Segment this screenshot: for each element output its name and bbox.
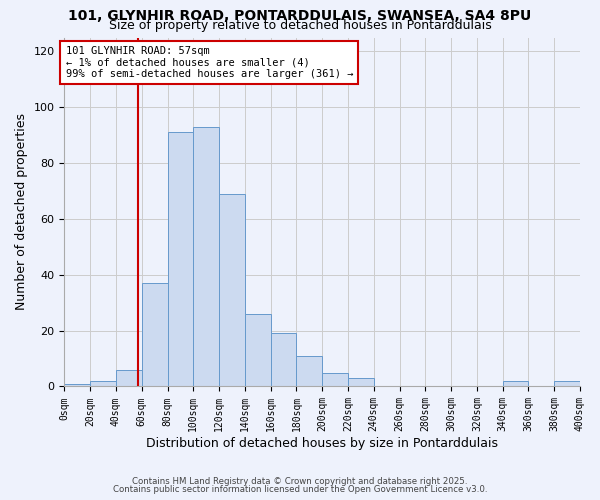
Text: 101, GLYNHIR ROAD, PONTARDDULAIS, SWANSEA, SA4 8PU: 101, GLYNHIR ROAD, PONTARDDULAIS, SWANSE…	[68, 9, 532, 23]
Bar	[503, 381, 529, 386]
Bar	[193, 127, 219, 386]
Bar	[90, 381, 116, 386]
Text: Contains public sector information licensed under the Open Government Licence v3: Contains public sector information licen…	[113, 485, 487, 494]
Bar	[271, 334, 296, 386]
Bar	[116, 370, 142, 386]
Bar	[348, 378, 374, 386]
Bar	[245, 314, 271, 386]
Bar	[219, 194, 245, 386]
Bar	[322, 372, 348, 386]
X-axis label: Distribution of detached houses by size in Pontarddulais: Distribution of detached houses by size …	[146, 437, 498, 450]
Bar	[554, 381, 580, 386]
Text: Size of property relative to detached houses in Pontarddulais: Size of property relative to detached ho…	[109, 19, 491, 32]
Bar	[142, 283, 167, 387]
Text: Contains HM Land Registry data © Crown copyright and database right 2025.: Contains HM Land Registry data © Crown c…	[132, 477, 468, 486]
Y-axis label: Number of detached properties: Number of detached properties	[15, 114, 28, 310]
Bar	[296, 356, 322, 386]
Text: 101 GLYNHIR ROAD: 57sqm
← 1% of detached houses are smaller (4)
99% of semi-deta: 101 GLYNHIR ROAD: 57sqm ← 1% of detached…	[65, 46, 353, 79]
Bar	[64, 384, 90, 386]
Bar	[167, 132, 193, 386]
